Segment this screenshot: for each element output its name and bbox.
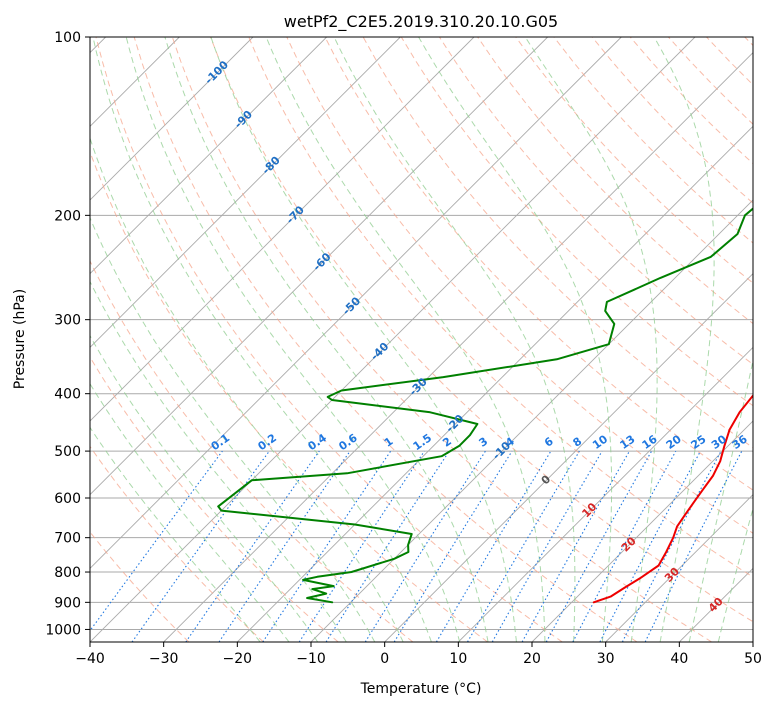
isotherm-line xyxy=(90,37,548,496)
moist-adiabat-line xyxy=(125,37,461,642)
moist-adiabat-line xyxy=(418,37,613,642)
mixing-ratio-line xyxy=(545,450,653,642)
series-layer xyxy=(217,207,753,604)
mixing-ratio-line xyxy=(218,450,351,642)
y-axis: 100 200 300 400 500 600 700 800 900 1000 xyxy=(45,30,90,638)
mixing-ratio-line xyxy=(572,450,677,642)
mixing-ratio-line xyxy=(521,450,630,642)
isotherm-line xyxy=(90,37,254,201)
dry-adiabat-line xyxy=(248,37,753,578)
x-tick-label: 50 xyxy=(744,651,762,667)
isotherm-line xyxy=(90,37,696,642)
isotherm-line xyxy=(237,125,753,642)
isotherm-line xyxy=(458,346,753,642)
y-tick-label: 800 xyxy=(54,565,81,581)
x-axis-label: Temperature (°C) xyxy=(360,681,482,697)
mixing-ratio-line xyxy=(185,450,320,642)
x-tick-label: −30 xyxy=(149,651,179,667)
dry-adiabat-line xyxy=(210,37,753,623)
y-tick-label: 600 xyxy=(54,491,81,507)
dry-adiabat-line xyxy=(286,37,753,534)
x-tick-label: 40 xyxy=(670,651,688,667)
isotherm-line xyxy=(163,52,753,642)
y-tick-label: 100 xyxy=(54,30,81,46)
isotherm-line xyxy=(90,37,622,569)
moist-adiabat-line xyxy=(210,37,517,642)
moist-adiabat-line xyxy=(90,334,319,642)
mixing-ratio-line xyxy=(131,450,270,642)
moist-adiabat-line xyxy=(524,37,658,642)
moist-adiabat-line xyxy=(90,426,261,642)
y-tick-label: 400 xyxy=(54,387,81,403)
moist-adiabat-line xyxy=(90,216,376,642)
moist-adiabat-line xyxy=(90,382,290,642)
isotherm-line xyxy=(90,37,327,275)
mixing-ratio-line xyxy=(393,450,513,642)
dry-adiabat-line xyxy=(95,37,563,642)
chart-title: wetPf2_C2E5.2019.310.20.10.G05 xyxy=(284,12,558,32)
y-tick-label: 300 xyxy=(54,313,81,329)
x-tick-label: 0 xyxy=(380,651,389,667)
dry-adiabat-line xyxy=(90,259,414,642)
isotherm-line xyxy=(531,420,753,642)
isotherm-line xyxy=(605,494,753,642)
x-tick-label: −10 xyxy=(296,651,326,667)
dry-adiabat-line xyxy=(90,356,339,642)
moist-adiabat-line xyxy=(92,37,432,642)
x-axis: −40 −30 −20 −10 0 10 20 30 40 50 xyxy=(75,642,762,667)
moist-adiabat-line xyxy=(90,136,404,642)
x-tick-label: 20 xyxy=(523,651,541,667)
dry-adiabat-line xyxy=(515,37,753,284)
y-tick-label: 200 xyxy=(54,208,81,224)
y-tick-label: 700 xyxy=(54,531,81,547)
temperature-profile-line xyxy=(592,393,753,604)
y-axis-label: Pressure (hPa) xyxy=(12,289,28,389)
x-tick-label: −40 xyxy=(75,651,105,667)
mixing-ratio-line xyxy=(262,450,392,642)
moist-adiabat-line xyxy=(265,37,546,642)
isotherm-line xyxy=(90,37,475,422)
plot-frame xyxy=(89,36,754,643)
mixing-ratio-line xyxy=(298,450,425,642)
moist-adiabat-line xyxy=(164,37,489,642)
moist-adiabat-line xyxy=(653,37,715,642)
y-tick-label: 500 xyxy=(54,444,81,460)
dry-adiabat-line xyxy=(90,445,264,642)
isotherm-line xyxy=(384,273,753,642)
moist-adiabat-line xyxy=(717,506,753,642)
moist-adiabat-line xyxy=(333,37,576,642)
y-tick-label: 1000 xyxy=(45,622,81,638)
x-tick-label: 30 xyxy=(597,651,615,667)
dry-adiabat-line xyxy=(171,37,712,642)
moist-adiabat-line xyxy=(688,358,753,642)
mixing-ratio-line xyxy=(90,450,223,632)
isotherm-line xyxy=(90,37,401,348)
x-tick-label: −20 xyxy=(223,651,253,667)
x-tick-label: 10 xyxy=(449,651,467,667)
y-tick-label: 900 xyxy=(54,595,81,611)
background-lines xyxy=(90,37,753,642)
dry-adiabat-line xyxy=(324,37,753,491)
dewpoint-profile-line xyxy=(217,207,753,604)
mixing-ratio-line xyxy=(644,450,743,642)
